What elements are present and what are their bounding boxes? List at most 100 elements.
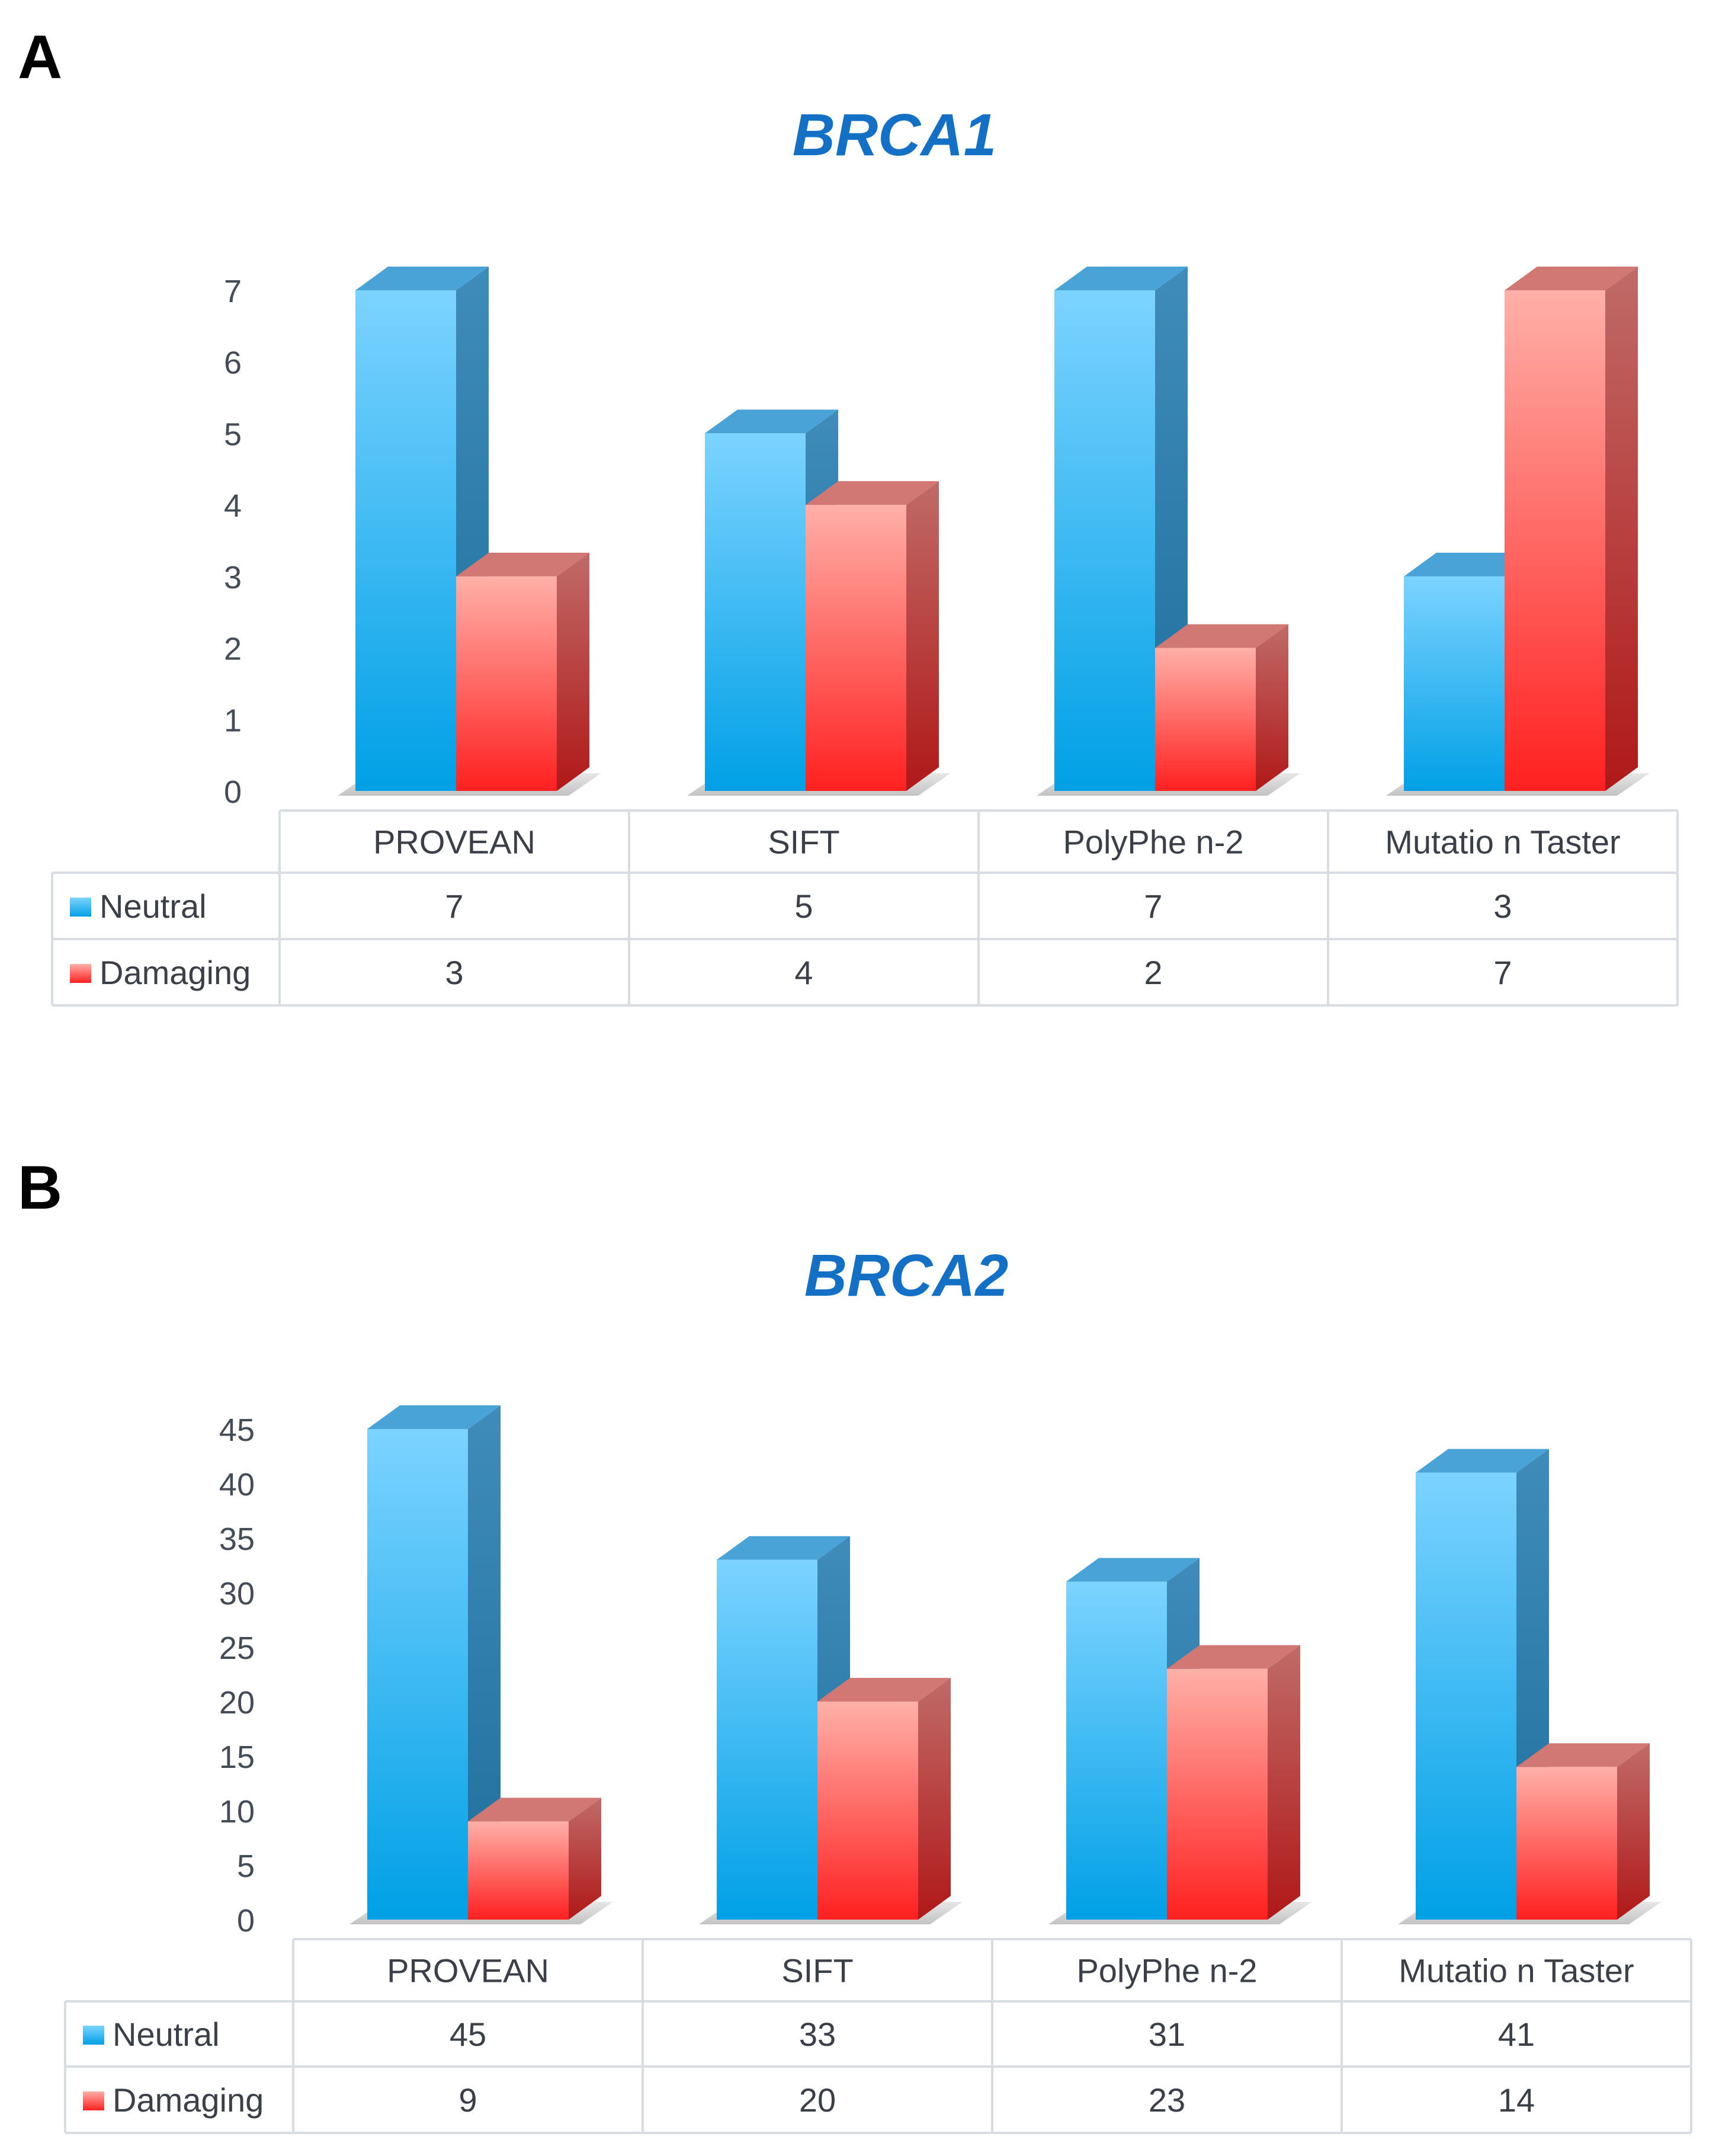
bar-front (705, 433, 806, 791)
bar-top (456, 552, 589, 576)
y-tick-label: 7 (224, 274, 242, 309)
legend-label-neutral: Neutral (113, 2016, 220, 2053)
bar-top (468, 1798, 601, 1822)
chart-title-brca1: BRCA1 (793, 102, 996, 168)
data-label: 41 (1498, 2016, 1535, 2053)
legend-swatch-damaging (70, 964, 91, 983)
bar-side (557, 552, 589, 791)
y-tick-label: 20 (219, 1685, 255, 1721)
data-label: 7 (1144, 888, 1162, 925)
legend-swatch-damaging (83, 2091, 104, 2110)
y-tick-label: 1 (224, 703, 242, 738)
y-tick-label: 35 (219, 1521, 255, 1557)
bar-neutral-provean (367, 1405, 501, 1920)
data-label: 4 (794, 954, 813, 991)
data-label: 2 (1144, 954, 1162, 991)
data-label: 31 (1149, 2016, 1185, 2053)
bar-damaging-provean (456, 552, 589, 791)
legend-swatch-neutral (83, 2026, 104, 2045)
x-tick-label: SIFT (781, 1952, 853, 1990)
y-tick-label: 4 (224, 488, 242, 524)
bar-top (355, 267, 489, 290)
bar-side (569, 1798, 601, 1920)
x-tick-label: PolyPhe n-2 (1076, 1952, 1257, 1990)
y-tick-label: 2 (224, 632, 242, 667)
data-table-grid (51, 809, 1679, 1007)
bar-top (817, 1678, 951, 1702)
bar-top (1404, 552, 1537, 576)
y-axis-ticks-brca1: 0 1 2 3 4 5 6 7 (224, 274, 242, 810)
data-table-brca1: PROVEAN SIFT PolyPhe n-2 Mutatio n Taster N… (51, 809, 1679, 1007)
bar-side (1268, 1645, 1300, 1920)
legend-label-damaging: Damaging (113, 2081, 264, 2119)
bar-front (717, 1559, 817, 1920)
bar-damaging-polyphe-n-2 (1167, 1645, 1300, 1920)
bar-side (906, 481, 939, 791)
chart-title-brca2: BRCA2 (804, 1242, 1008, 1309)
y-tick-label: 0 (224, 774, 242, 810)
data-table-brca2: PROVEAN SIFT PolyPhe n-2 Mutatio n Taster N… (64, 1938, 1692, 2134)
x-tick-label: Mutatio n Taster (1385, 824, 1620, 861)
bar-side (1256, 624, 1288, 791)
data-label: 7 (1493, 954, 1512, 991)
bar-front (355, 290, 456, 791)
bar-top (1516, 1743, 1650, 1767)
panel-a: A BRCA1 0 1 2 3 4 5 6 7 PROVEAN SIFT PolyPhe n-2 M… (18, 23, 1679, 1007)
data-label: 7 (445, 888, 463, 925)
y-tick-label: 5 (237, 1849, 255, 1884)
bars-brca2 (367, 1405, 1650, 1920)
bar-side (918, 1678, 951, 1920)
legend-label-neutral: Neutral (100, 888, 207, 925)
y-tick-label: 3 (224, 560, 242, 595)
bar-damaging-polyphe-n-2 (1155, 624, 1288, 791)
table-values: 45 33 31 41 9 20 23 14 (450, 2016, 1535, 2119)
legend: Neutral Damaging (70, 888, 251, 991)
x-tick-label: PROVEAN (387, 1952, 549, 1990)
bar-neutral-provean (355, 267, 489, 791)
panel-label-b: B (18, 1154, 62, 1222)
bar-top (1054, 267, 1188, 290)
bar-top (1155, 624, 1288, 648)
y-tick-label: 40 (219, 1467, 255, 1503)
bar-front (367, 1429, 468, 1920)
data-label: 14 (1498, 2081, 1535, 2119)
y-tick-label: 45 (219, 1412, 255, 1448)
bar-front (1404, 576, 1505, 791)
x-tick-label: PROVEAN (373, 824, 535, 861)
bar-front (817, 1702, 918, 1920)
y-tick-label: 10 (219, 1794, 255, 1830)
data-table-grid (64, 1938, 1692, 2134)
panel-b: B BRCA2 0 5 10 15 20 25 30 35 40 45 PROVEAN SIFT Po… (18, 1154, 1692, 2134)
data-label: 45 (450, 2016, 486, 2053)
bar-side (468, 1405, 501, 1920)
x-tick-label: SIFT (768, 824, 839, 861)
table-values: 7 5 7 3 3 4 2 7 (445, 888, 1512, 991)
bar-top (1416, 1449, 1549, 1473)
bar-front (1155, 648, 1256, 791)
bar-top (367, 1405, 501, 1429)
data-label: 23 (1149, 2081, 1185, 2119)
bar-neutral-polyphe-n-2 (1054, 267, 1188, 791)
y-tick-label: 30 (219, 1576, 255, 1612)
bar-front (1066, 1581, 1167, 1920)
y-tick-label: 5 (224, 417, 242, 452)
data-label: 3 (1493, 888, 1512, 925)
bar-damaging-mutatio-n-taster (1505, 267, 1638, 791)
bar-front (468, 1821, 569, 1920)
bar-front (806, 505, 906, 791)
bar-front (1505, 290, 1605, 791)
bar-damaging-sift (806, 481, 939, 791)
data-label: 20 (799, 2081, 836, 2119)
legend-swatch-neutral (70, 898, 91, 917)
bar-damaging-mutatio-n-taster (1516, 1743, 1650, 1920)
bar-front (1167, 1668, 1268, 1920)
data-label: 3 (445, 954, 463, 991)
bar-front (1054, 290, 1155, 791)
bars-brca1 (355, 267, 1638, 791)
legend-label-damaging: Damaging (100, 954, 251, 991)
data-label: 9 (458, 2081, 477, 2119)
bar-top (806, 481, 939, 505)
bar-top (717, 1536, 850, 1560)
bar-front (1416, 1472, 1516, 1920)
